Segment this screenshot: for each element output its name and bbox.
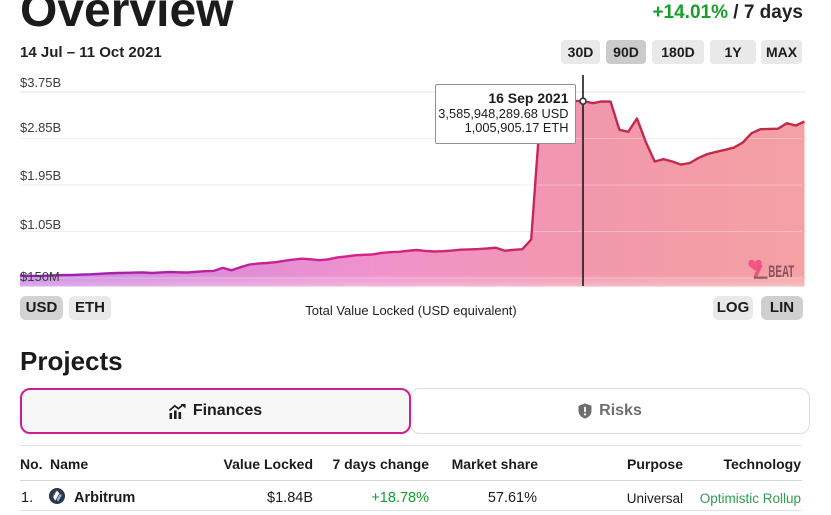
svg-text:BEAT: BEAT: [768, 262, 794, 281]
